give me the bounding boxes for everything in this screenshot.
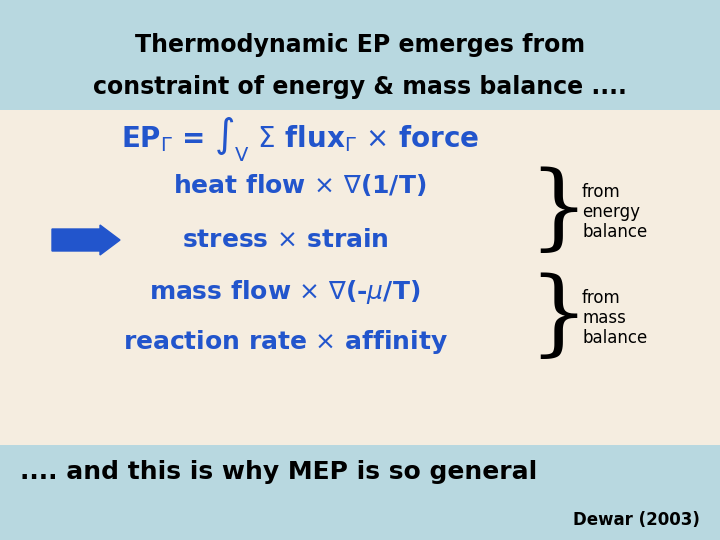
Text: mass flow $\times$ $\nabla$(-$\mu$/T): mass flow $\times$ $\nabla$(-$\mu$/T): [149, 278, 420, 306]
Text: reaction rate $\times$ affinity: reaction rate $\times$ affinity: [122, 328, 448, 356]
Text: .... and this is why MEP is so general: .... and this is why MEP is so general: [20, 460, 537, 484]
Text: from: from: [582, 183, 621, 201]
FancyArrow shape: [52, 225, 120, 255]
Text: heat flow $\times$ $\nabla$(1/T): heat flow $\times$ $\nabla$(1/T): [174, 172, 427, 198]
Text: EP$_\mathsf{\Gamma}$ = $\int_\mathsf{V}$ $\Sigma$ flux$_\mathsf{\Gamma}$ $\times: EP$_\mathsf{\Gamma}$ = $\int_\mathsf{V}$…: [121, 116, 480, 164]
Text: stress $\times$ strain: stress $\times$ strain: [181, 228, 388, 252]
Text: Thermodynamic EP emerges from: Thermodynamic EP emerges from: [135, 33, 585, 57]
Text: Dewar (2003): Dewar (2003): [573, 511, 700, 529]
Text: }: }: [528, 273, 588, 363]
Text: energy: energy: [582, 203, 640, 221]
Text: mass: mass: [582, 309, 626, 327]
Bar: [0, 0, 720, 110]
Text: balance: balance: [582, 223, 647, 241]
Text: }: }: [528, 167, 588, 257]
Text: balance: balance: [582, 329, 647, 347]
Text: from: from: [582, 289, 621, 307]
Text: constraint of energy & mass balance ....: constraint of energy & mass balance ....: [93, 75, 627, 99]
Bar: [0, 445, 720, 540]
